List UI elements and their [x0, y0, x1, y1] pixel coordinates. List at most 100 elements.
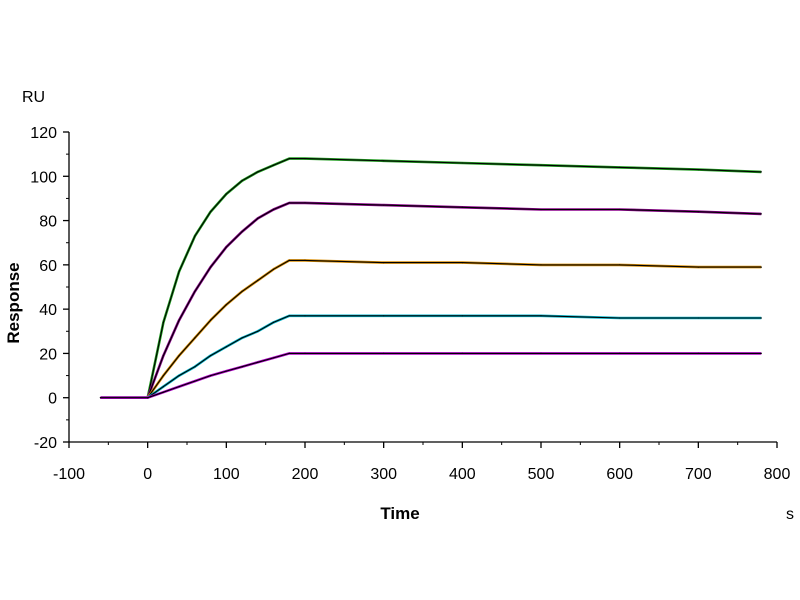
series-layer — [99, 157, 762, 400]
data-point — [540, 315, 542, 317]
data-point — [210, 375, 212, 377]
response-curve-2 — [99, 201, 762, 400]
data-point — [241, 366, 243, 368]
data-point — [760, 213, 762, 215]
fit-curve — [100, 259, 762, 399]
data-point — [194, 380, 196, 382]
axes: -100 0 100 200 300 400 500 600 700 800 -20 0 20 40 60 8… — [30, 125, 790, 483]
data-point — [288, 259, 290, 261]
data-point — [272, 208, 275, 211]
data-point — [540, 164, 542, 166]
data-point — [697, 266, 699, 268]
data-point — [304, 259, 306, 261]
data-point — [210, 211, 212, 213]
fit-curve — [100, 315, 762, 399]
data-point — [272, 357, 275, 359]
y-tick-label: 80 — [39, 214, 57, 231]
data-point — [257, 171, 259, 173]
data-point — [272, 268, 275, 270]
data-point — [461, 262, 463, 264]
data-point — [619, 352, 621, 354]
data-point — [225, 246, 227, 248]
data-point — [304, 352, 306, 354]
y-axis-title: Response — [4, 262, 23, 343]
y-tick-label: 100 — [30, 169, 57, 186]
data-point — [304, 202, 306, 204]
data-point — [697, 169, 699, 171]
data-point — [461, 315, 463, 317]
data-point — [241, 180, 243, 182]
data-point — [162, 355, 164, 357]
data-point — [272, 164, 275, 166]
x-unit-label: s — [786, 506, 794, 523]
data-point — [619, 317, 621, 319]
y-tick-label: 120 — [30, 125, 57, 142]
measured-curve — [100, 259, 762, 400]
data-point — [288, 352, 290, 354]
data-point — [760, 266, 762, 268]
data-point — [162, 375, 164, 377]
response-curve-5 — [99, 352, 762, 400]
y-tick-label: 0 — [48, 391, 57, 408]
data-point — [272, 321, 275, 323]
measured-curve — [100, 314, 762, 400]
data-point — [619, 208, 621, 211]
data-point — [194, 366, 196, 368]
data-point — [178, 270, 180, 273]
data-point — [383, 262, 385, 264]
x-tick-label: 500 — [528, 466, 555, 483]
data-point — [210, 355, 212, 357]
data-point — [194, 235, 196, 237]
data-point — [241, 231, 243, 233]
data-point — [760, 317, 762, 319]
data-point — [383, 352, 385, 354]
measured-curve — [100, 352, 762, 400]
data-point — [461, 352, 463, 354]
data-point — [257, 217, 259, 219]
data-point — [178, 355, 180, 357]
data-point — [178, 319, 180, 321]
data-point — [225, 304, 227, 306]
data-point — [225, 346, 227, 348]
y-tick-label: 20 — [39, 346, 57, 363]
data-point — [241, 337, 243, 339]
data-point — [540, 208, 542, 211]
data-point — [257, 330, 259, 332]
data-point — [225, 370, 227, 372]
data-point — [257, 279, 259, 281]
data-point — [304, 315, 306, 317]
y-tick-label: 40 — [39, 302, 57, 319]
data-point — [760, 171, 762, 173]
data-point — [288, 202, 290, 204]
data-point — [461, 162, 463, 164]
data-point — [619, 166, 621, 168]
data-point — [383, 204, 385, 206]
data-point — [697, 211, 699, 213]
data-point — [210, 266, 212, 268]
response-curve-3 — [99, 259, 762, 400]
data-point — [162, 391, 164, 393]
data-point — [178, 386, 180, 388]
x-tick-label: 400 — [449, 466, 476, 483]
data-point — [162, 321, 164, 323]
data-point — [288, 158, 290, 160]
data-point — [760, 352, 762, 354]
data-point — [304, 158, 306, 160]
x-tick-label: 300 — [370, 466, 397, 483]
data-point — [225, 193, 227, 195]
data-point — [540, 264, 542, 266]
fit-curve — [100, 352, 762, 399]
data-point — [257, 361, 259, 363]
measured-curve — [100, 201, 762, 400]
y-tick-label: 60 — [39, 258, 57, 275]
data-point — [178, 375, 180, 377]
x-tick-label: 800 — [764, 466, 791, 483]
y-tick-label: -20 — [34, 435, 57, 452]
response-curve-4 — [99, 314, 762, 400]
data-point — [697, 317, 699, 319]
data-point — [162, 386, 164, 388]
data-point — [241, 290, 243, 292]
data-point — [383, 315, 385, 317]
data-point — [461, 206, 463, 208]
